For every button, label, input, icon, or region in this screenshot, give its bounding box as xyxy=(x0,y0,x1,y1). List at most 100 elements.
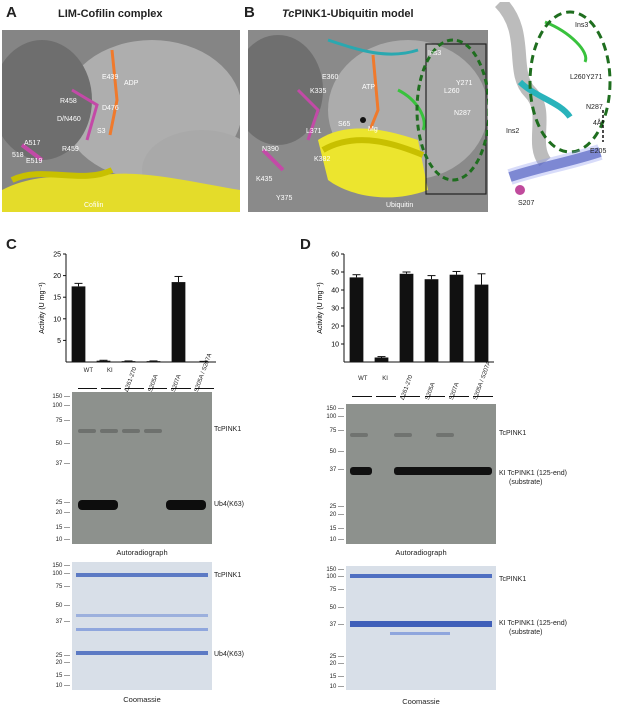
lane-underline xyxy=(472,396,493,397)
marker-label: 75 — xyxy=(329,428,344,434)
bar-S207A xyxy=(171,282,186,362)
band-coom-mid xyxy=(76,614,208,617)
bar-Δ261-270 xyxy=(121,361,136,362)
gel-d-coom-caption: Coomassie xyxy=(402,697,440,706)
lane-underline xyxy=(448,396,469,397)
bar-KI xyxy=(374,357,389,362)
marker-label: 75 — xyxy=(55,583,70,590)
bar-S205A xyxy=(146,361,161,362)
label-a517: A517 xyxy=(24,140,41,147)
marker-label: 37 — xyxy=(55,460,70,467)
band xyxy=(78,429,96,433)
panel-d-letter: D xyxy=(300,236,311,253)
band xyxy=(144,429,162,433)
lane-label: S205A xyxy=(424,381,437,401)
label-e519: E519 xyxy=(26,158,43,165)
marker-label: 15 — xyxy=(329,673,344,680)
lane-label: KI xyxy=(107,368,113,374)
panel-b-inset: Ins3 L260 Y271 N287 Ins2 4Å E205 S207 xyxy=(490,0,616,224)
label-ins3: Ins3 xyxy=(428,50,442,57)
band xyxy=(122,429,140,433)
marker-label: 10 — xyxy=(55,536,70,543)
label-s65: S65 xyxy=(338,121,351,128)
panel-b-letter: B xyxy=(244,4,255,21)
y-tick-label: 30 xyxy=(331,306,339,313)
marker-label: 50 — xyxy=(55,441,70,448)
label-k382: K382 xyxy=(314,156,331,163)
panel-b-title: TcPINK1-Ubiquitin model xyxy=(282,8,414,20)
y-tick-label: 5 xyxy=(57,338,61,345)
label-r458: R458 xyxy=(60,98,77,105)
lane-underline xyxy=(148,388,168,389)
label-atp: ATP xyxy=(362,84,376,91)
gel-d-coom-label-substrate: KI TcPINK1 (125-end) xyxy=(499,620,567,627)
label-k435: K435 xyxy=(256,176,273,183)
lane-underline xyxy=(424,396,445,397)
lane-underline xyxy=(124,388,144,389)
marker-label: 25 — xyxy=(329,653,344,660)
marker-label: 37 — xyxy=(55,619,70,626)
marker-label: 15 — xyxy=(55,524,70,531)
label-dn460: D/N460 xyxy=(57,116,81,123)
gel-d-autoradiograph xyxy=(346,404,496,544)
lane-label: KI xyxy=(382,376,388,382)
marker-label: 25 — xyxy=(329,503,344,510)
lane-underline xyxy=(376,396,397,397)
label-n390: N390 xyxy=(262,146,279,153)
label-cofilin: Cofilin xyxy=(84,202,104,209)
label-y375: Y375 xyxy=(276,195,293,202)
marker-label: 10 — xyxy=(329,537,344,544)
marker-label: 50 — xyxy=(329,449,344,455)
marker-label: 20 — xyxy=(329,661,344,668)
bar-WT xyxy=(349,277,364,362)
gel-d-auto-caption: Autoradiograph xyxy=(395,548,447,557)
band-coom-deg xyxy=(390,632,450,635)
panel-b-inset-art xyxy=(494,0,612,195)
gel-c-lane-labels: WT KI Δ261-270 S205A S207A S205A / S207A xyxy=(76,353,216,393)
bar-KI xyxy=(96,360,111,362)
marker-label: 25 — xyxy=(55,652,70,659)
band-coom-mid2 xyxy=(76,628,208,631)
marker-label: 25 — xyxy=(55,500,70,507)
label-k335: K335 xyxy=(310,88,327,95)
label-y271: Y271 xyxy=(456,80,473,87)
marker-label: 150 — xyxy=(52,563,70,570)
lane-underline xyxy=(352,396,373,397)
y-tick-label: 50 xyxy=(331,270,339,277)
label-n287: N287 xyxy=(454,110,471,117)
marker-label: 75 — xyxy=(329,586,344,593)
panel-b-structure-art xyxy=(248,30,488,212)
band xyxy=(394,433,412,437)
inset-label-4a: 4Å xyxy=(593,120,602,127)
y-tick-label: 40 xyxy=(331,288,339,295)
gel-c-autoradiograph xyxy=(72,392,212,544)
band-coom-pink1 xyxy=(350,574,492,578)
band-substrate-mutants xyxy=(394,467,492,475)
y-tick-label: 10 xyxy=(53,316,61,323)
marker-label: 75 — xyxy=(55,418,70,425)
gel-c-coomassie xyxy=(72,562,212,690)
marker-label: 100 — xyxy=(52,403,70,410)
band-coom-ub4 xyxy=(76,651,208,655)
band-substrate-wt xyxy=(350,467,372,475)
label-l260: L260 xyxy=(444,88,460,95)
bar-S207A xyxy=(449,274,464,362)
gel-d-auto-label-substrate: KI TcPINK1 (125-end) xyxy=(499,470,567,477)
panel-b-structure: E360 K335 ATP L371 S65 Mg N390 K435 K382… xyxy=(248,30,488,212)
label-mg: Mg xyxy=(368,126,378,133)
marker-label: 100 — xyxy=(52,570,70,577)
y-tick-label: 20 xyxy=(331,324,339,331)
lane-underline xyxy=(171,388,191,389)
inset-label-l260: L260 xyxy=(570,74,586,81)
marker-label: 20 — xyxy=(55,660,70,667)
panel-a-letter: A xyxy=(6,4,17,21)
marker-label: 150 — xyxy=(326,405,344,412)
marker-label: 100 — xyxy=(326,574,344,581)
inset-label-ins3: Ins3 xyxy=(575,22,589,29)
gel-d-lane-labels: WT KI Δ261-270 S205A S207A S205A / S207A xyxy=(350,361,495,401)
label-l371: L371 xyxy=(306,128,322,135)
label-e439: E439 xyxy=(102,74,119,81)
marker-label: 20 — xyxy=(55,509,70,516)
band xyxy=(100,429,118,433)
lane-underline xyxy=(194,388,214,389)
